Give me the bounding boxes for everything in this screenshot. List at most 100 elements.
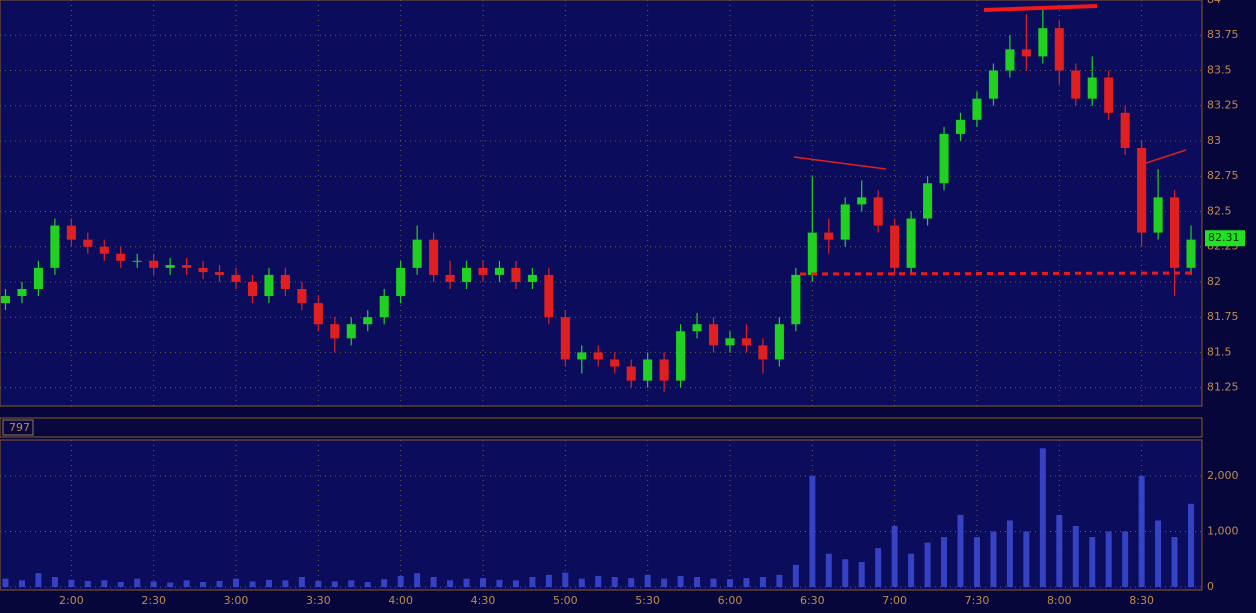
candle-body xyxy=(840,204,850,240)
candle-body xyxy=(280,274,290,289)
volume-bar xyxy=(1072,525,1079,587)
y-tick-label: 81.5 xyxy=(1207,345,1232,358)
candle-body xyxy=(412,239,422,268)
candle-body xyxy=(1153,197,1163,233)
candle-body xyxy=(116,253,126,261)
candle-body xyxy=(462,267,472,282)
trend-line xyxy=(793,156,887,170)
volume-bar xyxy=(1056,514,1063,587)
volume-bar xyxy=(595,575,602,587)
candle-body xyxy=(1087,77,1097,99)
candle-body xyxy=(396,267,406,297)
candle-body xyxy=(955,119,966,134)
candle-body xyxy=(165,265,175,268)
candle-body xyxy=(50,225,60,268)
candle-body xyxy=(774,324,784,360)
x-tick-label: 3:30 xyxy=(306,594,331,607)
candle-body xyxy=(1038,28,1048,57)
candle-body xyxy=(1186,239,1196,268)
candle-body xyxy=(643,359,653,381)
volume-bar xyxy=(661,578,668,587)
candle-body xyxy=(149,260,159,268)
volume-bar xyxy=(776,574,783,587)
candle-body xyxy=(33,267,43,289)
volume-bar xyxy=(101,580,108,587)
volume-bar xyxy=(18,580,25,587)
volume-bar xyxy=(545,574,552,587)
volume-bar xyxy=(364,582,371,587)
volume-bar xyxy=(2,578,9,587)
volume-bar xyxy=(463,578,470,587)
candle-body xyxy=(676,331,686,381)
volume-bar xyxy=(200,582,207,587)
candle-body xyxy=(1005,49,1015,71)
candle-body xyxy=(182,265,192,268)
y-tick-label: 0 xyxy=(1207,580,1214,593)
volume-bar xyxy=(677,575,684,587)
candle-body xyxy=(923,183,933,219)
volume-bar xyxy=(183,580,190,587)
x-tick-label: 8:00 xyxy=(1047,594,1072,607)
candle-body xyxy=(511,267,521,282)
volume-bar xyxy=(150,581,157,587)
candle-body xyxy=(659,359,669,381)
y-tick-label: 84 xyxy=(1207,0,1221,6)
volume-bar xyxy=(644,574,651,587)
candle-body xyxy=(215,272,225,275)
volume-bar xyxy=(842,559,849,587)
volume-bar xyxy=(743,578,750,587)
volume-bar xyxy=(397,575,404,587)
candle-body xyxy=(544,274,554,318)
y-tick-label: 83.25 xyxy=(1207,99,1239,112)
candle-body xyxy=(873,197,883,226)
volume-bar xyxy=(447,580,454,587)
support-line xyxy=(799,271,1197,276)
resistance-line xyxy=(983,4,1098,12)
candle-body xyxy=(1170,197,1180,268)
candle-body xyxy=(445,274,455,282)
volume-bar xyxy=(726,579,733,587)
x-tick-label: 3:00 xyxy=(224,594,249,607)
volume-bar xyxy=(628,578,635,587)
volume-bar xyxy=(1006,520,1013,587)
candle-body xyxy=(758,345,768,360)
volume-readout-box xyxy=(2,419,34,436)
price-panel xyxy=(0,0,1203,407)
candle-body xyxy=(247,281,258,297)
volume-bar xyxy=(134,578,141,587)
candle-body xyxy=(791,274,801,325)
y-tick-label: 81.75 xyxy=(1207,310,1239,323)
candle-body xyxy=(1054,28,1064,71)
volume-bar xyxy=(1188,503,1195,587)
candle-body xyxy=(939,133,949,184)
candle-body xyxy=(890,225,900,268)
volume-bar xyxy=(1155,520,1162,587)
volume-bar xyxy=(1138,476,1145,587)
y-tick-label: 83 xyxy=(1207,134,1221,147)
candle-body xyxy=(297,288,307,304)
x-tick-label: 6:30 xyxy=(800,594,825,607)
volume-bar xyxy=(990,531,997,587)
volume-bar xyxy=(792,564,799,587)
x-tick-label: 2:00 xyxy=(59,594,84,607)
volume-bar xyxy=(1039,448,1046,587)
candle-body xyxy=(857,197,867,205)
candle-body xyxy=(1137,148,1147,233)
candle-body xyxy=(379,296,389,318)
candle-body xyxy=(577,352,587,360)
candle-body xyxy=(313,303,323,325)
volume-bar xyxy=(381,579,388,587)
volume-readout: 797 xyxy=(9,421,30,434)
x-tick-label: 5:30 xyxy=(635,594,660,607)
volume-bar xyxy=(298,577,305,587)
candle-body xyxy=(494,267,504,275)
candle-body xyxy=(1071,70,1081,99)
y-tick-label: 83.75 xyxy=(1207,28,1239,41)
candle-body xyxy=(610,359,620,367)
volume-bar xyxy=(858,562,865,587)
x-tick-label: 2:30 xyxy=(141,594,166,607)
volume-bar xyxy=(68,579,75,587)
